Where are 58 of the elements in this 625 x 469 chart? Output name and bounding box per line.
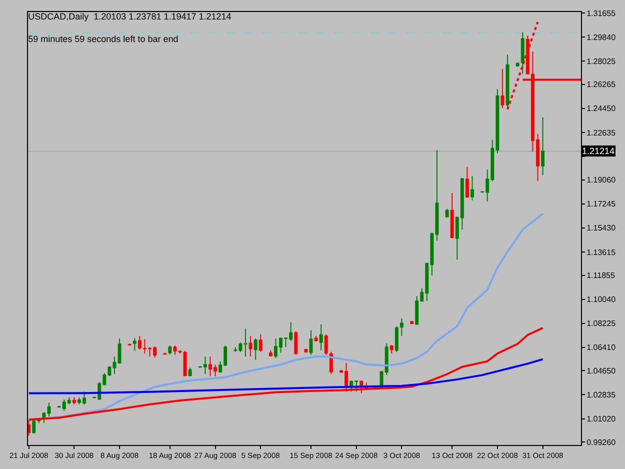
y-tick-label: 1.29840 bbox=[586, 32, 616, 42]
line-series bbox=[28, 358, 544, 394]
ref-line-label: 1.21214 bbox=[582, 146, 615, 156]
candlestick bbox=[541, 116, 545, 176]
candlestick bbox=[188, 367, 192, 377]
candlestick bbox=[445, 208, 449, 218]
candlestick bbox=[309, 330, 313, 356]
candlestick bbox=[294, 330, 298, 356]
candlestick bbox=[526, 35, 530, 76]
candlestick bbox=[470, 176, 474, 201]
y-tick-label: 1.24450 bbox=[586, 104, 616, 114]
candlestick bbox=[72, 396, 76, 405]
y-tick-label: 1.31655 bbox=[586, 8, 616, 18]
candlestick bbox=[183, 350, 187, 377]
candlestick bbox=[178, 350, 182, 354]
candlestick bbox=[465, 166, 469, 198]
y-tick-label: 1.06410 bbox=[586, 343, 616, 352]
text: 59 minutes 59 seconds left to bar end bbox=[28, 34, 178, 44]
candlestick bbox=[173, 345, 177, 356]
candlestick bbox=[400, 318, 404, 336]
candlestick bbox=[304, 348, 308, 354]
y-tick-label: 1.08225 bbox=[586, 319, 616, 328]
candlestick bbox=[506, 54, 510, 110]
y-tick-label: 1.17245 bbox=[586, 200, 616, 209]
y-tick-label: 0.99260 bbox=[586, 438, 616, 447]
y-tick-label: 1.10040 bbox=[586, 295, 616, 304]
candlestick bbox=[112, 356, 116, 375]
candlestick bbox=[520, 32, 524, 74]
y-tick-label: 1.28025 bbox=[586, 56, 616, 66]
candlestick bbox=[410, 320, 414, 325]
y-tick-label: 1.01020 bbox=[586, 414, 616, 424]
candlestick bbox=[324, 334, 328, 356]
candlestick bbox=[319, 324, 323, 351]
candlestick bbox=[132, 338, 136, 352]
y-tick-label: 1.26265 bbox=[586, 80, 616, 90]
candlestick bbox=[516, 62, 520, 68]
candlestick bbox=[500, 68, 504, 109]
y-tick-label: 1.19060 bbox=[586, 176, 616, 185]
candlestick bbox=[248, 335, 252, 358]
y-tick-label: 1.04650 bbox=[586, 366, 616, 376]
y-tick-label: 1.11855 bbox=[586, 271, 616, 280]
candlestick bbox=[254, 338, 258, 360]
candlestick bbox=[47, 402, 51, 417]
candlestick bbox=[258, 334, 262, 352]
candlestick bbox=[450, 192, 454, 239]
y-tick-label: 1.15430 bbox=[586, 224, 616, 233]
candlestick bbox=[314, 335, 318, 342]
candlestick bbox=[394, 326, 398, 352]
chart-title: USDCAD,Daily 1.20103 1.23781 1.19417 1.21214 bbox=[28, 11, 232, 22]
y-tick-label: 1.22635 bbox=[586, 128, 616, 138]
y-tick-label: 1.13615 bbox=[586, 248, 616, 257]
candlestick bbox=[128, 343, 132, 346]
candlestick bbox=[118, 338, 122, 364]
y-tick-label: 1.02835 bbox=[586, 390, 616, 400]
candlestick bbox=[244, 328, 248, 358]
candlestick bbox=[168, 345, 172, 355]
candlestick bbox=[390, 344, 394, 354]
candlestick bbox=[268, 350, 272, 358]
